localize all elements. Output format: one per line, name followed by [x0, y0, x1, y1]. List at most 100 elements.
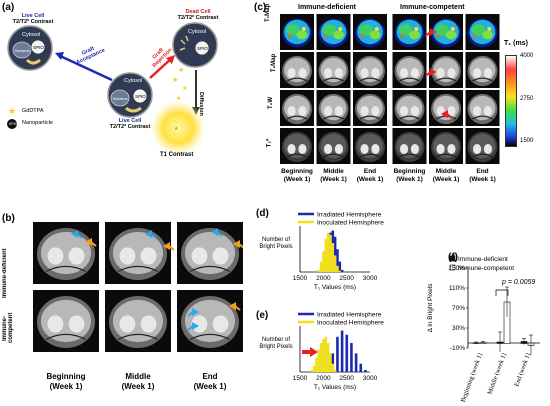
diffusion-label: Diffusion	[198, 92, 204, 116]
panel-b-label: (b)	[2, 213, 15, 224]
live-cell-top-title: Live Cell	[21, 13, 45, 19]
panel-c-col-labels: Beginning (Week 1) Middle (Week 1) End (Week …	[280, 168, 500, 188]
panel-c-row-t1map: T₁Map	[265, 3, 271, 22]
y-tick-label: 30%	[452, 325, 465, 332]
x-tick-label: Beginning (week 1)	[460, 352, 484, 403]
annotation-arrow-icon	[211, 228, 223, 237]
spio-label-left: SPIO	[33, 45, 44, 50]
mri-tile	[280, 52, 314, 88]
x-tick-label: 2500	[339, 275, 354, 282]
svg-text:★: ★	[176, 95, 181, 102]
histogram-bar	[333, 369, 337, 372]
legend-spio-text: SPIO	[9, 122, 18, 126]
histogram-bar	[336, 249, 339, 272]
histogram-bar	[331, 243, 335, 272]
histogram-bar	[338, 261, 342, 272]
panel-c-col-label: Middle (Week 1)	[320, 168, 347, 183]
histogram-bar	[336, 336, 339, 372]
panel-a-diagram: ★ ★ ★ ★ ★ ★	[7, 22, 218, 156]
t1-contrast-label: T1 Contrast	[160, 152, 194, 158]
x-tick-label: 2000	[316, 375, 331, 382]
x-tick-label: 2500	[339, 375, 354, 382]
mri-tile	[105, 290, 171, 352]
p-value-annotation: p = 0.0059	[501, 279, 535, 286]
annotation-arrow-icon	[187, 322, 199, 331]
svg-text:★: ★	[172, 76, 178, 84]
mri-tile	[392, 128, 427, 164]
histogram-bar	[319, 261, 323, 272]
legend-nanoparticle: Nanoparticle	[22, 120, 53, 126]
live-cell-center-title: Live Cell	[118, 118, 142, 124]
svg-text:★: ★	[174, 126, 179, 132]
colorbar-tick-2750: 2750	[520, 96, 534, 102]
t1-contrast-glow	[150, 100, 206, 156]
live-cell-center-contrast: T2/T2* Contrast	[109, 124, 151, 130]
annotation-arrow-icon	[85, 238, 97, 247]
mri-tile	[465, 52, 500, 88]
x-tick-label: 3000	[363, 275, 378, 282]
histogram-bar	[359, 363, 363, 372]
live-cell-left	[7, 25, 53, 71]
y-tick-label: 110%	[449, 285, 465, 292]
histogram-ylabel: Number of Bright Pixels	[259, 337, 292, 350]
legend-star-icon: ★	[8, 106, 16, 116]
colorbar	[505, 55, 517, 147]
live-cell-top-contrast: T2/T2* Contrast	[12, 19, 54, 25]
panel-c-group-deficient: Immune-deficient	[298, 4, 356, 11]
svg-text:★: ★	[178, 66, 184, 74]
histogram-bar	[322, 251, 325, 272]
cytosol-label-center: Cytosol	[124, 78, 143, 84]
gd-star-icons: ★ ★ ★ ★	[172, 66, 187, 102]
graft-rejection-arrow	[149, 57, 173, 79]
mri-tile	[280, 90, 314, 126]
mri-tile	[353, 52, 387, 88]
nucleus-label-left: Nucleus	[15, 48, 30, 53]
panel-c-row-t2w: T₂W	[268, 97, 274, 109]
histogram-bar	[340, 269, 344, 272]
mri-tile	[353, 14, 387, 50]
y-tick-label: 70%	[452, 305, 465, 312]
x-tick-label: End (week 1)	[513, 352, 532, 387]
mri-tile	[105, 222, 171, 284]
annotation-arrow-icon	[71, 230, 83, 239]
annotation-arrow-icon	[424, 28, 437, 37]
panel-e-label: (e)	[256, 310, 269, 321]
spio-label-center: SPIO	[135, 94, 146, 99]
live-cell-center	[107, 72, 153, 118]
panel-b-col-label: End (Week 1)	[193, 372, 227, 391]
histogram-bar	[319, 343, 323, 372]
graft-acceptance-arrow	[57, 53, 113, 82]
legend-spio-icon	[7, 119, 17, 129]
mri-tile	[316, 90, 351, 126]
panel-b-col-label: Beginning (Week 1)	[46, 372, 86, 391]
histogram-xlabel: T₁ Values (ms)	[314, 284, 356, 291]
dead-cell-title: Dead Cell	[185, 9, 211, 15]
dead-cell-right	[172, 22, 218, 68]
x-tick-label: 2000	[316, 275, 331, 282]
mri-tile	[280, 128, 314, 164]
annotation-arrow-icon	[145, 230, 157, 239]
mri-tile	[392, 14, 427, 50]
bar-ylabel: Δ in Bright Pixels	[427, 283, 434, 333]
annotation-arrow-icon	[229, 302, 241, 311]
nucleus-label-center: Nucleus	[113, 96, 128, 101]
colorbar-tick-1500: 1500	[520, 138, 534, 144]
histogram-bar	[345, 334, 349, 372]
histogram-bar	[364, 369, 367, 372]
histogram-bar	[317, 349, 321, 372]
spio-label-right: SPIO	[197, 46, 208, 51]
annotation-arrow-icon	[441, 110, 453, 119]
histogram-bar	[336, 265, 339, 272]
histogram-bar	[338, 270, 342, 272]
histogram-ylabel: Number of Bright Pixels	[259, 237, 292, 250]
mri-tile	[33, 222, 99, 284]
legend-entry: Irradiated Hemisphere	[317, 312, 382, 319]
mri-tile	[353, 90, 387, 126]
red-arrow-icon	[310, 347, 318, 357]
panel-c-grid	[280, 14, 500, 166]
x-tick-label: Middle (week 1)	[486, 352, 507, 395]
